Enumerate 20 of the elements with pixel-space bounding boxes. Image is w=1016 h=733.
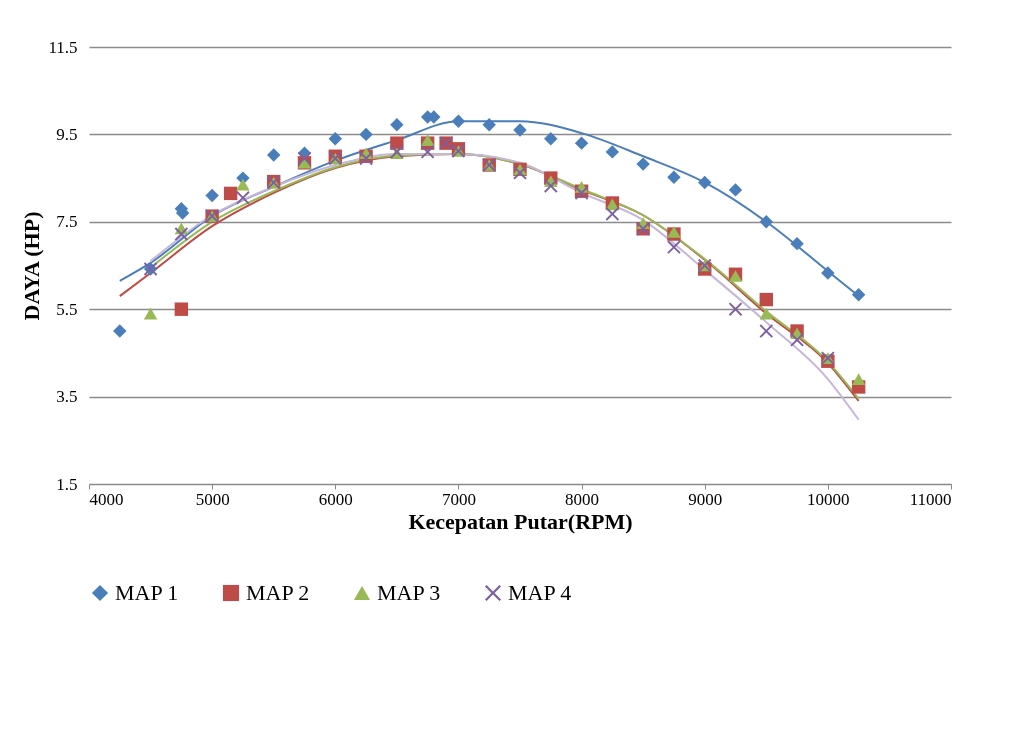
legend-label: MAP 1 [115,580,179,605]
y-tick-label: 11.5 [48,37,78,57]
x-axis-title: Kecepatan Putar(RPM) [408,508,633,534]
y-tick-label: 5.5 [56,299,78,319]
x-tick-label: 9000 [688,489,723,509]
x-tick-label: 8000 [565,489,600,509]
x-tick-label: 6000 [318,489,353,509]
legend-label: MAP 3 [377,580,441,605]
x-tick-label: 10000 [807,489,850,509]
x-tick-label: 4000 [89,489,124,509]
y-tick-label: 3.5 [56,387,78,407]
y-tick-label: 1.5 [56,474,78,494]
legend-label: MAP 4 [508,580,572,605]
x-tick-label: 7000 [441,489,476,509]
y-tick-label: 9.5 [56,124,78,144]
x-tick-label: 5000 [195,489,230,509]
y-tick-label: 7.5 [56,212,78,232]
x-tick-label: 11000 [909,489,952,509]
legend-label: MAP 2 [246,580,310,605]
y-axis-title: DAYA (HP) [19,211,45,321]
